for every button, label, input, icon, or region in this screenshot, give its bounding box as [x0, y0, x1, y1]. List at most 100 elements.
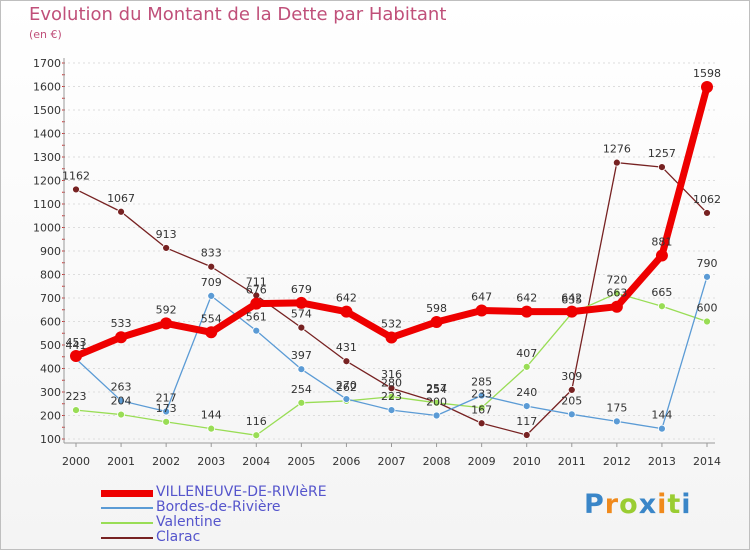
data-label: 397 — [291, 349, 312, 362]
data-label: 1162 — [62, 169, 90, 182]
logo-letter: r — [604, 489, 620, 520]
y-tick-label: 500 — [40, 339, 61, 352]
data-point — [115, 331, 128, 344]
data-label: 175 — [606, 401, 627, 414]
legend-label: VILLENEUVE-DE-RIVIèRE — [156, 484, 327, 500]
x-tick-label: 2010 — [513, 455, 541, 468]
data-point — [205, 326, 218, 339]
x-tick-label: 2005 — [287, 455, 315, 468]
data-label: 254 — [426, 383, 447, 396]
data-label: 200 — [426, 396, 447, 409]
data-point — [701, 80, 713, 93]
data-point — [522, 431, 531, 439]
data-label: 1067 — [107, 192, 135, 205]
data-point — [252, 326, 261, 335]
y-tick-label: 1100 — [33, 198, 61, 211]
data-labels: 1162 1067 913 833 711 574 431 316 257 167 117 309 12… — [62, 67, 721, 428]
logo-letter: i — [657, 489, 668, 520]
data-point — [160, 317, 173, 330]
data-point — [162, 244, 171, 252]
data-point — [72, 406, 80, 414]
data-label: 532 — [381, 317, 402, 330]
data-point — [703, 209, 711, 217]
y-tick-label: 300 — [40, 386, 61, 399]
y-tick-label: 1400 — [33, 128, 61, 141]
data-label: 642 — [561, 292, 582, 305]
y-tick-label: 1000 — [33, 222, 61, 235]
x-tick-label: 2014 — [693, 455, 721, 468]
data-point — [162, 417, 171, 426]
data-label: 205 — [561, 394, 582, 407]
data-label: 167 — [471, 403, 492, 416]
data-point — [207, 424, 216, 433]
data-point — [162, 407, 171, 416]
data-point — [522, 362, 531, 371]
data-point — [430, 315, 443, 328]
y-tick-label: 1200 — [33, 175, 61, 188]
data-label: 642 — [516, 292, 537, 305]
data-point — [297, 398, 306, 407]
data-point — [252, 431, 261, 440]
data-point — [520, 305, 533, 318]
legend-label: Valentine — [156, 514, 222, 530]
legend-swatch-villeneuve — [101, 490, 153, 497]
data-label: 600 — [697, 302, 718, 315]
x-tick-label: 2003 — [197, 455, 225, 468]
legend-swatch-valentine — [101, 522, 153, 524]
data-point — [295, 296, 308, 309]
data-label: 254 — [291, 383, 312, 396]
data-label: 285 — [471, 376, 492, 389]
data-label: 223 — [66, 390, 87, 403]
data-label: 144 — [201, 409, 222, 422]
data-point — [297, 323, 306, 332]
data-point — [475, 304, 488, 317]
legend-swatch-clarac — [101, 537, 153, 539]
y-tick-label: 700 — [40, 292, 61, 305]
y-tick-label: 1300 — [33, 151, 61, 164]
data-label: 790 — [697, 257, 718, 270]
y-tick-label: 1700 — [33, 57, 61, 70]
data-label: 720 — [606, 273, 627, 286]
data-point — [655, 249, 668, 262]
data-point — [612, 417, 621, 426]
data-label: 263 — [111, 381, 132, 394]
logo-letter: i — [681, 489, 692, 520]
data-label: 1062 — [693, 193, 721, 206]
data-point — [340, 305, 353, 318]
data-label: 592 — [156, 303, 177, 316]
data-point — [387, 406, 396, 414]
data-point — [522, 402, 531, 411]
data-label: 441 — [66, 339, 87, 352]
data-point — [117, 410, 125, 419]
data-point — [207, 291, 216, 300]
data-point — [385, 331, 398, 344]
data-label: 711 — [246, 275, 267, 288]
data-label: 223 — [381, 390, 402, 403]
x-tick-label: 2006 — [332, 455, 360, 468]
data-point — [565, 305, 578, 318]
data-point — [612, 289, 621, 298]
data-label: 453 — [66, 336, 87, 349]
data-label: 913 — [156, 228, 177, 241]
data-point — [610, 300, 623, 313]
data-label: 635 — [561, 293, 582, 306]
data-label: 117 — [516, 415, 537, 428]
data-label: 233 — [471, 388, 492, 401]
data-point — [658, 163, 666, 172]
data-label: 407 — [516, 347, 537, 360]
data-label: 270 — [336, 379, 357, 392]
data-label: 217 — [156, 392, 177, 405]
logo-letter: o — [619, 489, 639, 520]
data-point — [250, 297, 263, 310]
y-tick-label: 800 — [40, 269, 61, 282]
x-tick-label: 2008 — [423, 455, 451, 468]
data-label: 1257 — [648, 147, 676, 160]
y-tick-label: 100 — [40, 433, 61, 446]
data-label: 709 — [201, 276, 222, 289]
data-point — [658, 302, 666, 311]
x-tick-label: 2007 — [378, 455, 406, 468]
data-label: 665 — [651, 286, 672, 299]
data-label: 173 — [156, 402, 177, 415]
